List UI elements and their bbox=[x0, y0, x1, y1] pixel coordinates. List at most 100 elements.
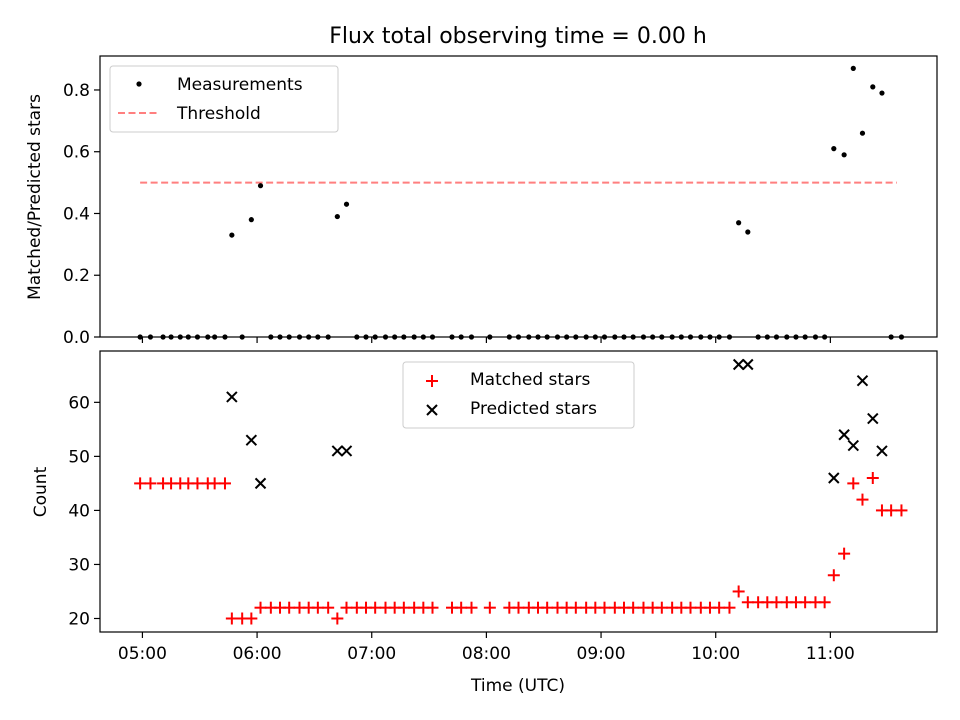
top-axes-frame bbox=[99, 55, 938, 338]
bottom-panel: 20 30 40 50 60 05:00 06:00 07:00 08:00 09:00 10:0… bbox=[31, 350, 938, 696]
matched-star-point bbox=[627, 601, 640, 614]
legend-predicted-marker bbox=[426, 404, 438, 416]
matched-star-point bbox=[283, 601, 296, 614]
bottom-axes-frame bbox=[99, 350, 938, 633]
bottom-plot-area bbox=[134, 358, 908, 625]
matched-star-point bbox=[340, 601, 353, 614]
top-y-tick-label: 0.4 bbox=[63, 204, 90, 224]
matched-star-point bbox=[856, 493, 869, 506]
x-tick-label: 07:00 bbox=[347, 644, 396, 664]
top-legend-frame bbox=[109, 65, 339, 133]
predicted-star-point bbox=[226, 391, 238, 403]
matched-star-point bbox=[322, 601, 335, 614]
measurement-point bbox=[334, 213, 340, 220]
top-y-axis: 0.0 0.2 0.4 0.6 0.8 bbox=[63, 81, 100, 348]
bottom-y-tick-label: 40 bbox=[68, 501, 90, 521]
legend-measurements-marker bbox=[136, 81, 142, 87]
bottom-x-axis: 05:00 06:00 07:00 08:00 09:00 10:00 11:00 bbox=[118, 632, 855, 664]
measurement-point bbox=[879, 90, 885, 96]
bottom-y-tick-label: 60 bbox=[68, 393, 90, 413]
matched-star-point bbox=[455, 601, 468, 614]
matched-star-point bbox=[397, 601, 410, 614]
predicted-star-point bbox=[856, 375, 869, 387]
matched-star-point bbox=[331, 612, 344, 625]
top-y-tick-label: 0.6 bbox=[63, 143, 90, 163]
predicted-star-point bbox=[828, 472, 840, 484]
predicted-star-point bbox=[876, 445, 888, 457]
measurement-point bbox=[841, 152, 847, 158]
measurement-point bbox=[343, 201, 350, 207]
matched-star-point bbox=[866, 471, 879, 484]
matched-star-point bbox=[770, 596, 783, 609]
legend-measurements-label: Measurements bbox=[177, 75, 303, 95]
matched-star-point bbox=[208, 477, 221, 490]
legend-matched-marker bbox=[426, 375, 438, 387]
matched-star-point bbox=[799, 596, 812, 609]
bottom-y-axis-label: Count bbox=[31, 466, 51, 517]
matched-star-point bbox=[245, 612, 258, 625]
matched-star-point bbox=[144, 477, 157, 490]
predicted-star-point bbox=[867, 412, 879, 425]
measurement-point bbox=[831, 146, 837, 152]
matched-star-point bbox=[741, 596, 754, 609]
matched-star-point bbox=[732, 585, 745, 598]
measurement-point bbox=[257, 183, 264, 189]
matched-star-point bbox=[838, 547, 851, 560]
top-panel: 0.00.20.40.60.8 Matched/Predicted stars … bbox=[25, 55, 938, 348]
x-tick-label: 10:00 bbox=[691, 644, 740, 664]
matched-star-point bbox=[827, 569, 840, 582]
matched-star-point bbox=[218, 477, 231, 490]
x-tick-label: 08:00 bbox=[462, 644, 511, 664]
predicted-star-point bbox=[732, 358, 745, 371]
measurement-point bbox=[736, 220, 742, 226]
measurement-point bbox=[745, 229, 751, 235]
legend-matched-label: Matched stars bbox=[470, 370, 590, 390]
matched-star-point bbox=[655, 601, 668, 614]
matched-star-point bbox=[723, 601, 736, 614]
predicted-star-point bbox=[340, 445, 353, 457]
x-tick-label: 09:00 bbox=[577, 644, 626, 664]
matched-star-point bbox=[684, 601, 697, 614]
bottom-y-tick-label: 50 bbox=[68, 447, 90, 467]
predicted-star-point bbox=[331, 445, 344, 457]
chart-title: Flux total observing time = 0.00 h bbox=[329, 24, 707, 49]
matched-star-point bbox=[369, 601, 382, 614]
legend-threshold-label: Threshold bbox=[176, 104, 261, 124]
top-y-tick-label: 0.0 bbox=[63, 328, 90, 348]
top-y-tick-label: 0.8 bbox=[63, 81, 90, 101]
predicted-star-point bbox=[847, 439, 860, 452]
legend-predicted-label: Predicted stars bbox=[470, 399, 597, 419]
matched-star-point bbox=[818, 596, 831, 609]
top-legend: Measurements Threshold bbox=[109, 65, 339, 133]
bottom-legend: Matched stars Predicted stars bbox=[402, 361, 635, 429]
x-tick-label: 06:00 bbox=[233, 644, 282, 664]
measurement-point bbox=[229, 232, 235, 238]
x-axis-label: Time (UTC) bbox=[470, 676, 565, 696]
matched-star-point bbox=[465, 601, 478, 614]
bottom-legend-frame bbox=[402, 361, 635, 429]
bottom-y-tick-label: 30 bbox=[68, 555, 90, 575]
matched-star-point bbox=[254, 601, 267, 614]
matched-star-point bbox=[598, 601, 611, 614]
x-tick-label: 05:00 bbox=[118, 644, 167, 664]
top-y-axis-label: Matched/Predicted stars bbox=[25, 94, 45, 300]
x-tick-label: 11:00 bbox=[806, 644, 855, 664]
matched-star-point bbox=[483, 601, 496, 614]
matched-star-point bbox=[713, 601, 726, 614]
matched-star-point bbox=[895, 504, 908, 517]
matched-star-point bbox=[512, 601, 525, 614]
predicted-star-point bbox=[254, 477, 267, 490]
matched-star-point bbox=[569, 601, 582, 614]
matched-star-point bbox=[134, 477, 147, 490]
matched-star-point bbox=[885, 504, 898, 517]
matched-star-point bbox=[541, 601, 554, 614]
measurement-point bbox=[859, 130, 866, 136]
measurement-point bbox=[850, 65, 856, 71]
measurement-point bbox=[248, 217, 254, 223]
predicted-star-point bbox=[742, 358, 754, 371]
matched-star-point bbox=[311, 601, 324, 614]
bottom-y-tick-label: 20 bbox=[68, 609, 90, 629]
matched-star-point bbox=[191, 477, 204, 490]
predicted-star-point bbox=[838, 429, 850, 441]
